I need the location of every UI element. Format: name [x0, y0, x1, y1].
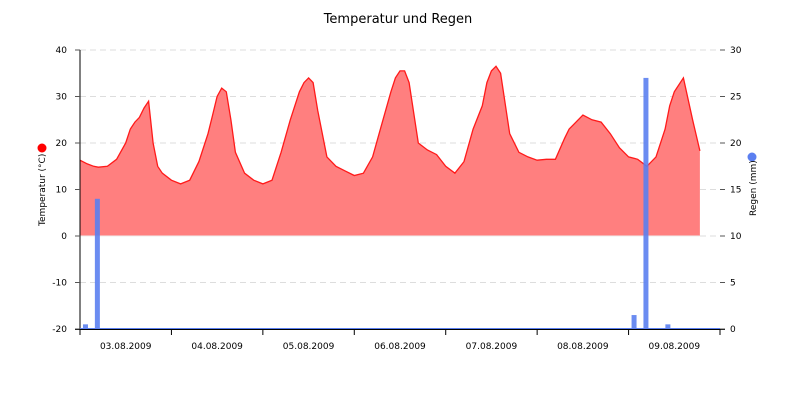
y-right-tick-label: 5	[730, 279, 736, 289]
y-left-tick-label: 0	[61, 232, 67, 242]
x-tick-label: 05.08.2009	[283, 342, 335, 352]
y-right-tick-label: 15	[730, 186, 741, 196]
rain-bar	[665, 324, 671, 329]
y-right-tick-label: 20	[730, 139, 742, 149]
y-axis-left-title: Temperatur (°C)	[38, 154, 48, 227]
temperature-line	[79, 65, 701, 185]
y-left-tick-label: 10	[56, 186, 68, 196]
y-left-tick-label: -10	[52, 279, 67, 289]
x-tick-label: 09.08.2009	[649, 342, 701, 352]
x-tick-label: 04.08.2009	[191, 342, 243, 352]
temperature-fill	[80, 66, 700, 236]
x-tick-label: 06.08.2009	[374, 342, 426, 352]
x-axis-ticks: 03.08.2009 04.08.2009 05.08.2009 06.08.2009…	[79, 329, 721, 352]
rain-bar	[82, 324, 88, 329]
y-left-tick-label: 30	[56, 93, 68, 103]
y-left-tick-label: 20	[56, 139, 68, 149]
rain-legend-dot-icon	[747, 152, 757, 162]
rain-bar	[94, 198, 100, 329]
x-tick-label: 03.08.2009	[100, 342, 152, 352]
rain-bars	[82, 77, 671, 330]
temperature-legend-dot-icon	[37, 143, 47, 153]
temperature-area	[79, 65, 701, 237]
y-left-tick-label: 40	[56, 46, 68, 56]
y-right-tick-label: 25	[730, 93, 741, 103]
y-right-tick-label: 30	[730, 46, 742, 56]
y-right-tick-label: 10	[730, 232, 742, 242]
rain-bar	[631, 315, 637, 329]
x-tick-label: 07.08.2009	[466, 342, 518, 352]
y-left-tick-label: -20	[52, 325, 67, 335]
chart-title: Temperatur und Regen	[323, 12, 473, 27]
y-axis-right-title: Regen (mm)	[749, 160, 759, 216]
x-tick-label: 08.08.2009	[557, 342, 609, 352]
y-right-tick-label: 0	[730, 325, 736, 335]
y-axis-right-ticks: 30 25 20 15 10 5 0	[720, 46, 742, 335]
rain-bar	[643, 77, 649, 330]
y-axis-left-ticks: 40 30 20 10 0 -10 -20	[52, 46, 80, 335]
